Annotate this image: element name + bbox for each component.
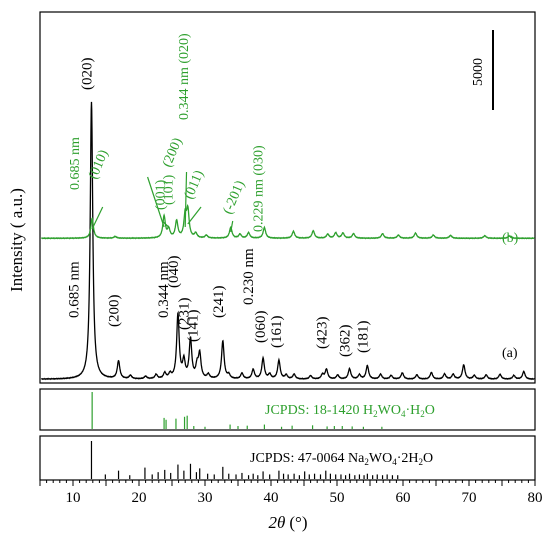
ref-h2wo4-sub-5: 2	[420, 409, 425, 419]
x-tick-label-50: 50	[330, 490, 345, 506]
annotation-a-3: (040)	[166, 256, 182, 289]
annotation-a-6: (141)	[186, 310, 202, 343]
ref-h2wo4-part-4: ·H	[405, 403, 420, 418]
annotation-a-1: 0.685 nm	[66, 261, 82, 318]
ref-na2wo4-sub-1: 2	[364, 457, 369, 467]
annotation-a-9: (060)	[253, 311, 269, 344]
annotation-b-8: 0.229 nm (030)	[251, 145, 266, 232]
annotation-arrow-1	[147, 176, 165, 228]
annotation-a-4: 0.344 nm	[156, 261, 172, 318]
ref-na2wo4-part-6: O	[423, 451, 433, 466]
annotation-arrow-3	[184, 171, 188, 228]
annotation-arrow-2	[161, 220, 170, 228]
annotation-a-5: (231)	[176, 298, 192, 331]
annotation-arrow-5	[230, 220, 234, 233]
ref-h2wo4-part-0: JCPDS: 18-1420 H	[265, 403, 373, 418]
annotation-a-2: (200)	[107, 295, 123, 328]
series-label-a: (a)	[502, 346, 518, 361]
x-tick-label-30: 30	[198, 490, 213, 506]
annotation-a-7: (241)	[211, 286, 227, 319]
x-tick-label-60: 60	[396, 490, 411, 506]
reference-label-na2wo4: JCPDS: 47-0064 Na2WO4·2H2O	[250, 451, 433, 467]
series-label-b: (b)	[502, 231, 519, 246]
annotation-b-7: (-201)	[221, 178, 249, 216]
annotation-b-2: (200)	[160, 135, 186, 169]
chart-marks: (020) 0.685 nm (200) (040)0.344 nm (231)(141…	[39, 33, 543, 506]
annotation-b-4: (101)	[162, 174, 177, 205]
ref-h2wo4-sub-1: 2	[373, 409, 378, 419]
annotation-a-13: (181)	[355, 321, 371, 354]
annotation-arrow-0	[91, 206, 104, 230]
annotation-a-10: (161)	[269, 316, 285, 349]
x-tick-label-80: 80	[528, 490, 543, 506]
ref-na2wo4-sub-3: 4	[392, 457, 397, 467]
ref-h2wo4-part-2: WO	[378, 403, 401, 418]
series-line-b	[40, 204, 535, 240]
ref-na2wo4-part-2: WO	[369, 451, 392, 466]
annotation-b-5: 0.344 nm (020)	[177, 33, 192, 120]
x-tick-label-20: 20	[132, 490, 147, 506]
x-tick-label-10: 10	[66, 490, 81, 506]
x-axis-label: 2θ (°)	[269, 513, 308, 532]
x-tick-label-70: 70	[462, 490, 477, 506]
x-axis-label-symbol: 2θ	[269, 513, 286, 532]
ref-na2wo4-sub-5: 2	[418, 457, 423, 467]
annotation-a-0: (020)	[79, 58, 95, 91]
annotation-a-8: 0.230 nm	[241, 248, 257, 305]
ref-na2wo4-part-0: JCPDS: 47-0064 Na	[250, 451, 365, 466]
annotation-arrow-4	[187, 206, 202, 225]
ref-h2wo4-sub-3: 4	[401, 409, 406, 419]
ref-na2wo4-part-4: ·2H	[397, 451, 419, 466]
reference-panel-h2wo4	[39, 388, 536, 431]
series-line-a	[40, 101, 535, 381]
ref-h2wo4-part-6: O	[425, 403, 435, 418]
reference-panel-na2wo4	[39, 435, 536, 481]
annotation-b-1: (010)	[86, 147, 112, 181]
annotation-b-0: 0.685 nm	[68, 137, 83, 190]
main-panel-frame	[39, 11, 536, 384]
y-axis-label: Intensity ( a.u.)	[7, 188, 26, 292]
annotation-a-11: (423)	[314, 317, 330, 350]
scale-bar-label: 5000	[471, 58, 486, 86]
reference-label-h2wo4: JCPDS: 18-1420 H2WO4·H2O	[265, 403, 435, 419]
x-axis-label-unit: (°)	[289, 513, 307, 532]
annotation-a-12: (362)	[338, 325, 354, 358]
x-tick-label-40: 40	[264, 490, 279, 506]
annotation-b-3: (001)	[154, 179, 169, 210]
